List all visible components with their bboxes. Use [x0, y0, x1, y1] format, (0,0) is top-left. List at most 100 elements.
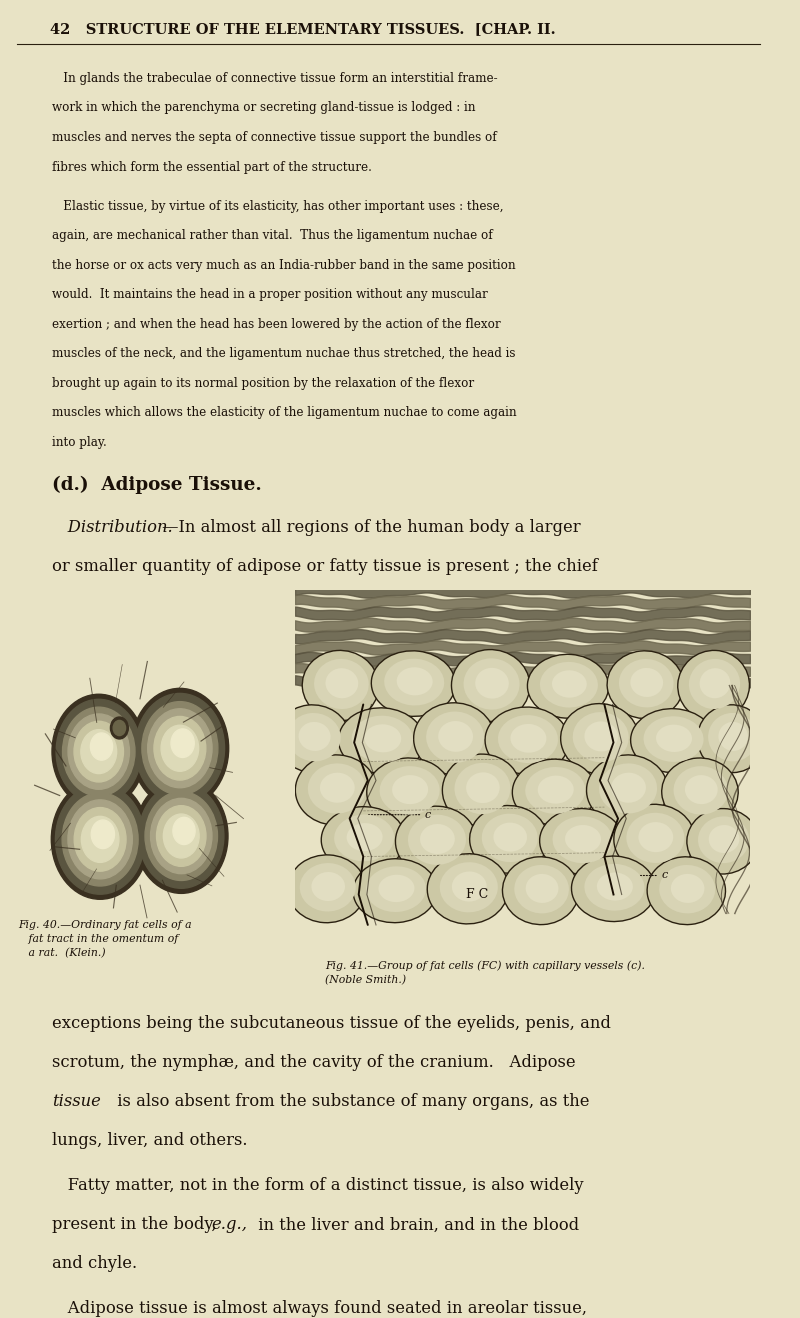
Ellipse shape — [718, 722, 748, 751]
Ellipse shape — [427, 854, 509, 924]
Text: tissue: tissue — [52, 1094, 101, 1111]
Ellipse shape — [314, 659, 369, 709]
Circle shape — [110, 717, 128, 739]
Text: muscles of the neck, and the ligamentum nuchae thus stretched, the head is: muscles of the neck, and the ligamentum … — [52, 348, 515, 361]
Ellipse shape — [451, 650, 530, 721]
Text: Distribution.: Distribution. — [52, 519, 173, 536]
Ellipse shape — [475, 668, 509, 699]
Ellipse shape — [586, 755, 668, 825]
Ellipse shape — [607, 651, 684, 718]
Text: c: c — [425, 809, 431, 820]
Ellipse shape — [685, 775, 718, 804]
Ellipse shape — [584, 863, 645, 911]
Ellipse shape — [494, 822, 527, 851]
Ellipse shape — [611, 772, 646, 803]
Ellipse shape — [708, 713, 758, 762]
Ellipse shape — [426, 712, 484, 763]
Text: work in which the parenchyma or secreting gland-tissue is lodged : in: work in which the parenchyma or secretin… — [52, 101, 475, 115]
Ellipse shape — [452, 871, 486, 902]
Circle shape — [55, 784, 145, 894]
Ellipse shape — [671, 874, 705, 903]
Text: present in the body,: present in the body, — [52, 1217, 222, 1234]
Ellipse shape — [656, 725, 692, 753]
Circle shape — [173, 817, 195, 845]
Text: would.  It maintains the head in a proper position without any muscular: would. It maintains the head in a proper… — [52, 289, 488, 302]
Ellipse shape — [420, 824, 455, 854]
Ellipse shape — [470, 805, 548, 874]
Ellipse shape — [662, 758, 738, 826]
Circle shape — [171, 729, 194, 758]
Ellipse shape — [320, 772, 354, 803]
Circle shape — [51, 779, 149, 899]
Ellipse shape — [334, 815, 394, 861]
Ellipse shape — [311, 873, 345, 902]
Circle shape — [135, 693, 225, 803]
Circle shape — [81, 730, 117, 774]
Ellipse shape — [540, 662, 598, 708]
Ellipse shape — [678, 650, 750, 721]
Ellipse shape — [540, 808, 624, 874]
Text: again, are mechanical rather than vital.  Thus the ligamentum nuchae of: again, are mechanical rather than vital.… — [52, 229, 493, 243]
Text: Adipose tissue is almost always found seated in areolar tissue,: Adipose tissue is almost always found se… — [52, 1301, 587, 1318]
Ellipse shape — [700, 668, 730, 699]
Ellipse shape — [526, 767, 586, 813]
Ellipse shape — [378, 875, 414, 902]
Circle shape — [131, 688, 229, 808]
Circle shape — [134, 779, 228, 894]
Ellipse shape — [674, 766, 728, 815]
Ellipse shape — [371, 651, 455, 717]
Ellipse shape — [442, 754, 521, 826]
Circle shape — [68, 800, 132, 879]
Text: Fatty matter, not in the form of a distinct tissue, is also widely: Fatty matter, not in the form of a disti… — [52, 1177, 584, 1194]
Ellipse shape — [440, 862, 498, 912]
Circle shape — [161, 725, 198, 771]
Ellipse shape — [466, 772, 500, 803]
Circle shape — [62, 792, 138, 886]
Text: —In almost all regions of the human body a larger: —In almost all regions of the human body… — [162, 519, 581, 536]
Ellipse shape — [538, 775, 574, 804]
Ellipse shape — [619, 659, 674, 708]
Ellipse shape — [380, 766, 440, 815]
Ellipse shape — [485, 706, 569, 774]
Ellipse shape — [553, 816, 613, 863]
Text: in the liver and brain, and in the blood: in the liver and brain, and in the blood — [253, 1217, 578, 1234]
Ellipse shape — [438, 721, 473, 751]
Ellipse shape — [561, 704, 639, 774]
Circle shape — [52, 695, 146, 809]
Ellipse shape — [414, 702, 495, 775]
Ellipse shape — [527, 654, 609, 718]
Ellipse shape — [322, 807, 406, 873]
Circle shape — [82, 816, 119, 862]
Ellipse shape — [597, 873, 633, 900]
Text: Elastic tissue, by virtue of its elasticity, has other important uses : these,: Elastic tissue, by virtue of its elastic… — [52, 200, 503, 214]
Ellipse shape — [338, 708, 425, 774]
Text: into play.: into play. — [52, 436, 106, 449]
Ellipse shape — [552, 671, 586, 697]
Circle shape — [62, 708, 135, 796]
Text: muscles which allows the elasticity of the ligamentum nuchae to come again: muscles which allows the elasticity of t… — [52, 406, 517, 419]
Ellipse shape — [630, 668, 663, 697]
Text: is also absent from the substance of many organs, as the: is also absent from the substance of man… — [111, 1094, 589, 1111]
Text: fibres which form the essential part of the structure.: fibres which form the essential part of … — [52, 161, 372, 174]
Circle shape — [91, 820, 114, 849]
Text: exertion ; and when the head has been lowered by the action of the flexor: exertion ; and when the head has been lo… — [52, 318, 501, 331]
Text: lungs, liver, and others.: lungs, liver, and others. — [52, 1132, 247, 1149]
Ellipse shape — [302, 650, 378, 721]
Circle shape — [74, 808, 126, 871]
Circle shape — [154, 717, 206, 780]
Text: muscles and nerves the septa of connective tissue support the bundles of: muscles and nerves the septa of connecti… — [52, 130, 497, 144]
Ellipse shape — [346, 822, 382, 851]
Ellipse shape — [463, 658, 519, 709]
Ellipse shape — [512, 759, 596, 825]
Ellipse shape — [353, 859, 437, 923]
Circle shape — [56, 700, 142, 804]
Ellipse shape — [565, 825, 601, 853]
Ellipse shape — [571, 857, 655, 921]
Ellipse shape — [510, 724, 546, 753]
Ellipse shape — [482, 813, 538, 862]
Ellipse shape — [454, 763, 510, 815]
Circle shape — [74, 721, 123, 782]
Ellipse shape — [498, 716, 558, 763]
Text: c: c — [662, 870, 667, 880]
Ellipse shape — [365, 725, 402, 753]
